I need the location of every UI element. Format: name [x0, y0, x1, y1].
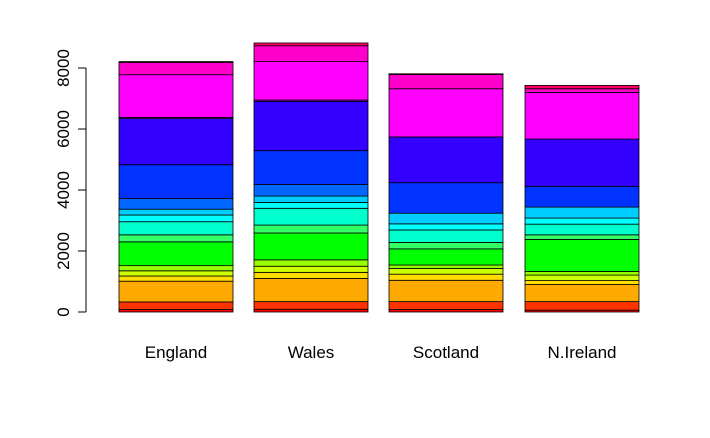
- x-category-label: Wales: [288, 343, 335, 362]
- bar-segment: [388, 223, 504, 231]
- bar-segment: [118, 198, 234, 210]
- bar-segment: [118, 234, 234, 243]
- bar-segment: [253, 150, 369, 185]
- bar-segment: [524, 206, 640, 219]
- bar-segment: [524, 217, 640, 225]
- bar-segment: [253, 308, 369, 313]
- bar-segment: [388, 267, 504, 275]
- bar-segment: [524, 284, 640, 303]
- bar-segment: [388, 73, 504, 75]
- bar-segment: [118, 118, 234, 166]
- x-category-label: England: [145, 343, 207, 362]
- y-tick-label: 0: [54, 307, 73, 316]
- bar-segment: [253, 45, 369, 62]
- bar-segment: [524, 280, 640, 285]
- bar-segment: [388, 212, 504, 225]
- bar-segment: [388, 88, 504, 138]
- y-axis: 0 2000 4000 6000 8000: [54, 49, 87, 317]
- bar-segment: [253, 259, 369, 267]
- bar-segment: [524, 301, 640, 311]
- bar-segment: [118, 280, 234, 303]
- bar-segment: [524, 239, 640, 272]
- bar-segment: [118, 208, 234, 216]
- bar-segment: [253, 265, 369, 273]
- bar-segment: [524, 88, 640, 93]
- bar-stack-scotland: [388, 73, 504, 313]
- bar-segment: [524, 223, 640, 236]
- x-category-label: Scotland: [413, 343, 479, 362]
- bar-segment: [524, 92, 640, 140]
- bar-segment: [524, 274, 640, 281]
- bar-segment: [388, 248, 504, 266]
- bar-segment: [253, 207, 369, 226]
- bar-stack-wales: [253, 42, 369, 313]
- bar-stack-n-ireland: [524, 84, 640, 313]
- bar-segment: [118, 74, 234, 118]
- bar-segment: [253, 195, 369, 203]
- bar-segment: [118, 301, 234, 310]
- y-tick-label: 4000: [54, 171, 73, 209]
- bar-segment: [253, 42, 369, 47]
- bar-segment: [118, 164, 234, 199]
- bar-segment: [253, 184, 369, 197]
- bar-segment: [118, 270, 234, 277]
- x-category-label: N.Ireland: [548, 343, 617, 362]
- bar-segment: [388, 74, 504, 90]
- x-axis-labels: England Wales Scotland N.Ireland: [145, 343, 617, 362]
- bar-segment: [524, 84, 640, 90]
- bar-segment: [253, 202, 369, 209]
- y-tick-label: 2000: [54, 232, 73, 270]
- y-tick-label: 6000: [54, 110, 73, 148]
- bar-segment: [253, 100, 369, 152]
- bar-segment: [524, 185, 640, 208]
- y-tick-label: 8000: [54, 49, 73, 87]
- bar-segment: [388, 279, 504, 303]
- bar-segment: [388, 273, 504, 281]
- bar-segment: [118, 61, 234, 63]
- bar-segment: [524, 234, 640, 240]
- bar-segment: [118, 265, 234, 272]
- bar-stacks: [118, 42, 640, 313]
- bar-segment: [253, 278, 369, 303]
- bar-segment: [253, 232, 369, 261]
- bar-segment: [118, 275, 234, 282]
- bar-segment: [253, 301, 369, 310]
- bar-segment: [388, 242, 504, 250]
- bar-segment: [253, 271, 369, 279]
- bar-segment: [118, 221, 234, 236]
- bar-stack-england: [118, 61, 234, 313]
- bar-segment: [253, 224, 369, 234]
- bar-segment: [388, 301, 504, 310]
- bar-segment: [253, 61, 369, 101]
- bar-segment: [388, 229, 504, 243]
- bar-segment: [524, 138, 640, 187]
- bar-segment: [118, 62, 234, 76]
- bar-segment: [388, 264, 504, 269]
- bar-segment: [118, 241, 234, 267]
- bar-segment: [388, 136, 504, 184]
- bar-segment: [524, 271, 640, 276]
- bar-segment: [388, 182, 504, 214]
- bar-segment: [118, 214, 234, 223]
